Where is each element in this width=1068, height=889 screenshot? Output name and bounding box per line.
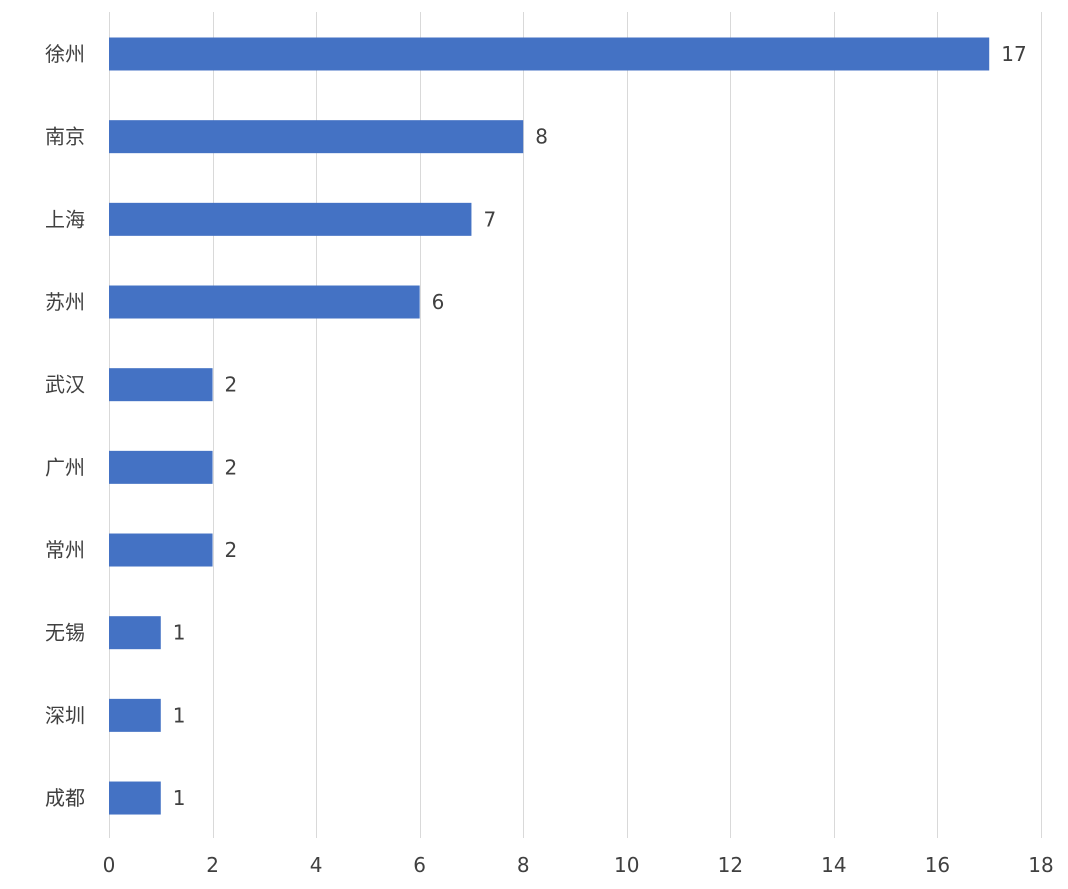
data-label: 1	[173, 786, 186, 810]
category-label: 南京	[45, 125, 85, 149]
data-label: 2	[225, 538, 238, 562]
bar	[109, 285, 420, 319]
x-tick-label: 2	[206, 853, 219, 877]
category-label: 苏州	[45, 290, 85, 314]
x-tick-label: 16	[925, 853, 950, 877]
category-label: 广州	[45, 455, 85, 479]
x-tick-label: 0	[103, 853, 116, 877]
x-tick-label: 6	[413, 853, 426, 877]
x-tick-label: 14	[821, 853, 846, 877]
data-label: 2	[225, 373, 238, 397]
x-tick-label: 8	[517, 853, 530, 877]
bar	[109, 781, 161, 815]
data-label: 17	[1001, 42, 1026, 66]
bar	[109, 368, 213, 402]
category-label: 常州	[45, 538, 85, 562]
bar	[109, 120, 524, 154]
data-label: 8	[535, 125, 548, 149]
data-label: 1	[173, 621, 186, 645]
x-axis: 0 2 4 6 8 10 12 14 16 18	[103, 853, 1054, 877]
category-label: 深圳	[45, 703, 85, 727]
data-label: 6	[432, 290, 445, 314]
category-label: 武汉	[45, 373, 85, 397]
category-label: 上海	[45, 207, 85, 231]
bar	[109, 450, 213, 484]
labels-layer: 徐州 17 南京 8 上海 7 苏州 6 武汉 2 广州 2 常州 2 无锡 1 深圳 1 成都 1	[45, 42, 1027, 810]
category-label: 徐州	[45, 42, 85, 66]
data-label: 7	[483, 207, 496, 231]
data-label: 1	[173, 703, 186, 727]
category-label: 无锡	[45, 621, 85, 645]
bar	[109, 202, 472, 236]
bar	[109, 37, 990, 71]
x-tick-label: 18	[1028, 853, 1053, 877]
x-tick-label: 12	[718, 853, 743, 877]
bar	[109, 533, 213, 567]
bar	[109, 616, 161, 650]
bar	[109, 698, 161, 732]
category-label: 成都	[45, 786, 85, 810]
x-tick-label: 10	[614, 853, 639, 877]
bars-layer	[109, 37, 990, 815]
x-tick-label: 4	[310, 853, 323, 877]
data-label: 2	[225, 455, 238, 479]
